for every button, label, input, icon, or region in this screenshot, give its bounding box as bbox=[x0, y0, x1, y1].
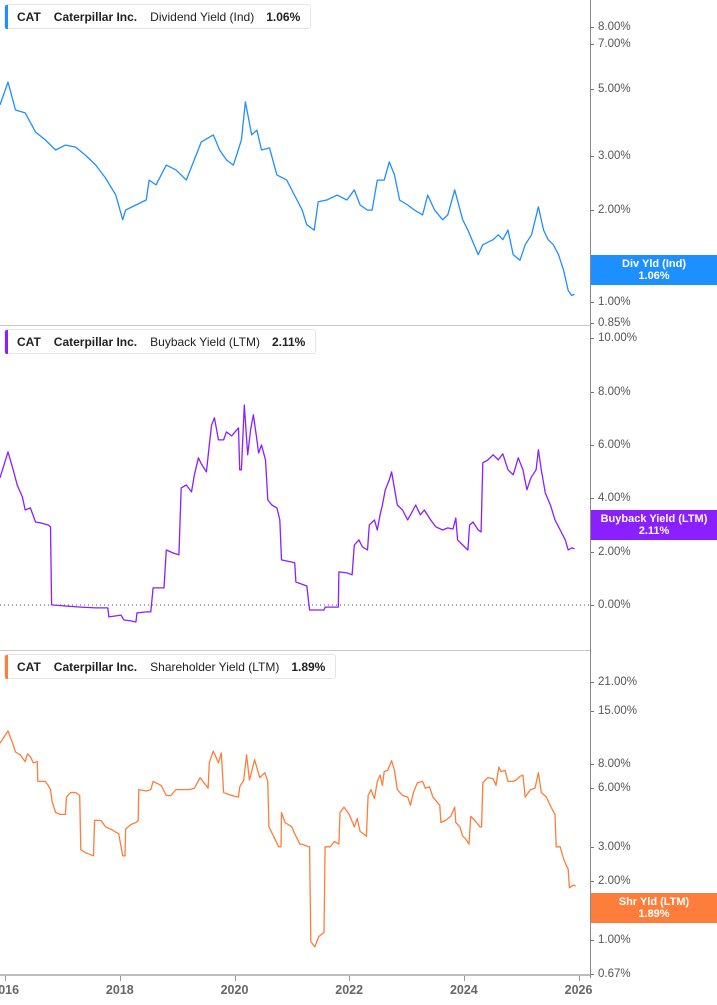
y-tick-label: 2.00% bbox=[598, 875, 631, 888]
x-tick-mark bbox=[463, 976, 465, 981]
badge-value: 2.11% bbox=[638, 525, 670, 537]
y-tick-mark bbox=[591, 338, 594, 340]
badge-value: 1.89% bbox=[638, 908, 670, 920]
legend-ticker: CAT bbox=[17, 334, 41, 349]
legend-color-swatch bbox=[5, 4, 8, 29]
y-tick-label: 0.85% bbox=[598, 317, 631, 330]
y-tick-label: 6.00% bbox=[598, 782, 631, 795]
y-tick-label: 7.00% bbox=[598, 38, 631, 51]
y-tick-mark bbox=[591, 846, 594, 848]
buyback-yield-value-badge: Buyback Yield (LTM) 2.11% bbox=[591, 510, 717, 540]
panel-divider bbox=[0, 650, 590, 651]
y-tick-mark bbox=[591, 444, 594, 446]
badge-label: Shr Yld (LTM) bbox=[618, 896, 690, 908]
y-tick-mark bbox=[591, 323, 594, 325]
y-tick-mark bbox=[591, 551, 594, 553]
dividend-yield-line bbox=[0, 81, 575, 297]
dividend-yield-legend[interactable]: CAT Caterpillar Inc. Dividend Yield (Ind) 1… bbox=[4, 4, 312, 29]
y-tick-mark bbox=[591, 710, 594, 712]
legend-metric: Buyback Yield (LTM) bbox=[150, 334, 260, 349]
y-tick-mark bbox=[591, 210, 594, 212]
y-tick-label: 21.00% bbox=[598, 676, 638, 689]
dividend-yield-plot bbox=[0, 81, 575, 297]
y-tick-label: 2.00% bbox=[598, 545, 631, 558]
y-tick-mark bbox=[591, 498, 594, 500]
y-tick-mark bbox=[591, 156, 594, 158]
x-tick-label: 2022 bbox=[335, 983, 364, 997]
legend-company: Caterpillar Inc. bbox=[53, 659, 138, 674]
x-tick-mark bbox=[578, 976, 580, 981]
y-tick-mark bbox=[591, 939, 594, 941]
y-tick-mark bbox=[591, 682, 594, 684]
x-axis-line bbox=[0, 974, 590, 976]
y-tick-mark bbox=[591, 788, 594, 790]
shareholder-yield-plot bbox=[0, 730, 576, 948]
shareholder-yield-value-badge: Shr Yld (LTM) 1.89% bbox=[591, 893, 717, 923]
x-tick-mark bbox=[5, 976, 7, 981]
x-tick-label: 2026 bbox=[564, 983, 593, 997]
y-tick-mark bbox=[591, 763, 594, 765]
x-tick-label: 2016 bbox=[0, 983, 20, 997]
y-tick-mark bbox=[591, 26, 594, 28]
y-tick-label: 8.00% bbox=[598, 385, 631, 398]
y-tick-label: 3.00% bbox=[598, 840, 631, 853]
y-tick-label: 8.00% bbox=[598, 757, 631, 770]
x-tick-label: 2024 bbox=[449, 983, 478, 997]
buyback-yield-line bbox=[0, 404, 575, 623]
badge-label: Div Yld (Ind) bbox=[622, 258, 686, 270]
legend-color-swatch bbox=[5, 654, 8, 679]
legend-ticker: CAT bbox=[17, 659, 41, 674]
legend-metric: Dividend Yield (Ind) bbox=[150, 9, 255, 24]
legend-value: 2.11% bbox=[271, 334, 306, 349]
shareholder-yield-legend[interactable]: CAT Caterpillar Inc. Shareholder Yield (LT… bbox=[4, 654, 337, 679]
y-axis-line bbox=[590, 0, 591, 978]
buyback-yield-plot bbox=[0, 404, 590, 623]
legend-value: 1.89% bbox=[291, 659, 326, 674]
y-tick-label: 1.00% bbox=[598, 933, 631, 946]
y-tick-mark bbox=[591, 44, 594, 46]
y-tick-label: 5.00% bbox=[598, 82, 631, 95]
shareholder-yield-line bbox=[0, 730, 576, 948]
panel-divider bbox=[0, 325, 590, 326]
y-tick-label: 2.00% bbox=[598, 204, 631, 217]
y-tick-label: 3.00% bbox=[598, 150, 631, 163]
y-tick-label: 6.00% bbox=[598, 438, 631, 451]
x-tick-mark bbox=[349, 976, 351, 981]
y-tick-mark bbox=[591, 604, 594, 606]
y-tick-mark bbox=[591, 301, 594, 303]
legend-company: Caterpillar Inc. bbox=[53, 9, 138, 24]
x-tick-mark bbox=[234, 976, 236, 981]
x-tick-label: 2018 bbox=[105, 983, 134, 997]
buyback-yield-legend[interactable]: CAT Caterpillar Inc. Buyback Yield (LTM) 2.… bbox=[4, 329, 317, 354]
legend-ticker: CAT bbox=[17, 9, 41, 24]
y-tick-label: 15.00% bbox=[598, 704, 638, 717]
badge-label: Buyback Yield (LTM) bbox=[600, 513, 708, 525]
y-tick-label: 0.00% bbox=[598, 598, 631, 611]
x-tick-label: 2020 bbox=[220, 983, 249, 997]
y-tick-mark bbox=[591, 881, 594, 883]
legend-metric: Shareholder Yield (LTM) bbox=[150, 659, 280, 674]
y-tick-label: 4.00% bbox=[598, 492, 631, 505]
y-tick-label: 1.00% bbox=[598, 295, 631, 308]
y-tick-label: 10.00% bbox=[598, 332, 638, 345]
y-tick-mark bbox=[591, 88, 594, 90]
y-tick-mark bbox=[591, 391, 594, 393]
legend-color-swatch bbox=[5, 329, 8, 354]
y-tick-mark bbox=[591, 973, 594, 975]
legend-value: 1.06% bbox=[266, 9, 301, 24]
dividend-yield-value-badge: Div Yld (Ind) 1.06% bbox=[591, 255, 717, 285]
badge-value: 1.06% bbox=[638, 270, 670, 282]
y-tick-label: 8.00% bbox=[598, 20, 631, 33]
x-tick-mark bbox=[119, 976, 121, 981]
legend-company: Caterpillar Inc. bbox=[53, 334, 138, 349]
y-tick-label: 0.67% bbox=[598, 967, 631, 980]
